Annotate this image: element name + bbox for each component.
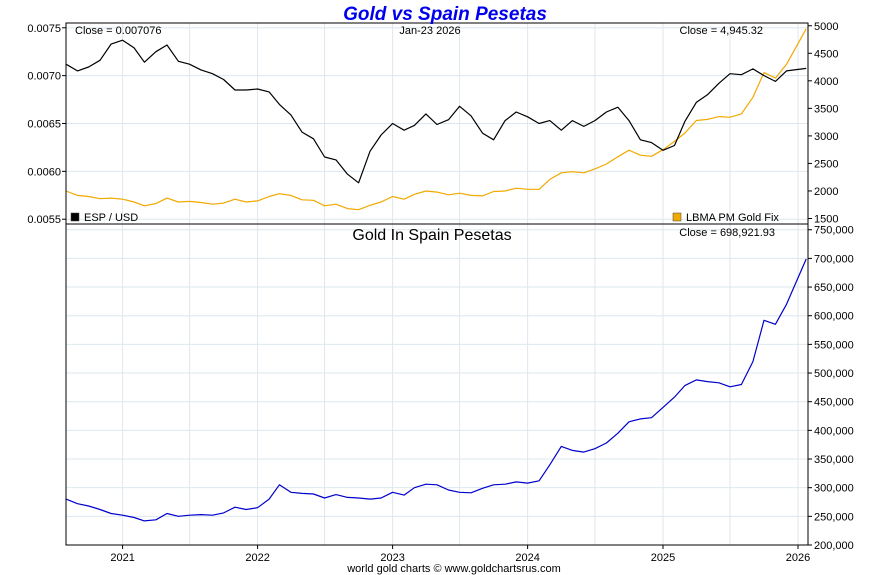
right-tick-label: 450,000	[814, 397, 854, 409]
left-tick-label: 0.0055	[27, 214, 61, 226]
x-tick-label: 2024	[515, 552, 539, 564]
left-tick-label: 0.0070	[27, 71, 61, 83]
axis-ticks: 2021 2022 2023 2024 2025 2026 0.0055 0.0060 0.00…	[27, 21, 853, 564]
right-tick-label: 3500	[814, 103, 838, 115]
chart-title: Gold vs Spain Pesetas	[343, 4, 547, 25]
legend-label-gold-fix: LBMA PM Gold Fix	[686, 212, 779, 224]
footer-credit: world gold charts © www.goldchartsrus.co…	[346, 563, 561, 575]
right-tick-label: 4000	[814, 76, 838, 88]
x-tick-label: 2021	[110, 552, 134, 564]
series-lines	[65, 28, 807, 522]
right-tick-label: 300,000	[814, 483, 854, 495]
right-tick-label: 3000	[814, 131, 838, 143]
gold-in-pesetas-line	[65, 258, 807, 522]
x-tick-label: 2026	[786, 552, 810, 564]
bottom-chart-title: Gold In Spain Pesetas	[352, 227, 511, 244]
right-tick-label: 4500	[814, 48, 838, 60]
right-tick-label: 5000	[814, 21, 838, 33]
left-tick-label: 0.0075	[27, 23, 61, 35]
right-tick-label: 750,000	[814, 225, 854, 237]
x-tick-label: 2025	[651, 552, 675, 564]
right-tick-label: 350,000	[814, 454, 854, 466]
grid-lines	[66, 23, 808, 546]
gold-fix-line	[65, 28, 807, 211]
left-tick-label: 0.0065	[27, 119, 61, 131]
right-tick-label: 400,000	[814, 425, 854, 437]
right-tick-label: 700,000	[814, 253, 854, 265]
right-tick-label: 200,000	[814, 540, 854, 552]
left-tick-label: 0.0060	[27, 166, 61, 178]
legend-label-esp-usd: ESP / USD	[84, 212, 138, 224]
esp-usd-line	[65, 39, 807, 184]
right-close-label: Close = 4,945.32	[680, 25, 763, 37]
bottom-close-label: Close = 698,921.93	[679, 227, 775, 239]
right-tick-label: 1500	[814, 213, 838, 225]
right-tick-label: 2000	[814, 186, 838, 198]
x-tick-label: 2022	[245, 552, 269, 564]
right-tick-label: 500,000	[814, 368, 854, 380]
legend-swatch-esp-usd	[70, 212, 80, 222]
right-tick-label: 650,000	[814, 282, 854, 294]
legend-swatch-gold-fix	[672, 212, 682, 222]
right-tick-label: 600,000	[814, 311, 854, 323]
bottom-panel-frame	[65, 223, 809, 546]
right-tick-label: 250,000	[814, 511, 854, 523]
date-label: Jan-23 2026	[399, 25, 460, 37]
right-tick-label: 550,000	[814, 339, 854, 351]
x-tick-label: 2023	[380, 552, 404, 564]
right-tick-label: 2500	[814, 158, 838, 170]
left-close-label: Close = 0.007076	[75, 25, 162, 37]
